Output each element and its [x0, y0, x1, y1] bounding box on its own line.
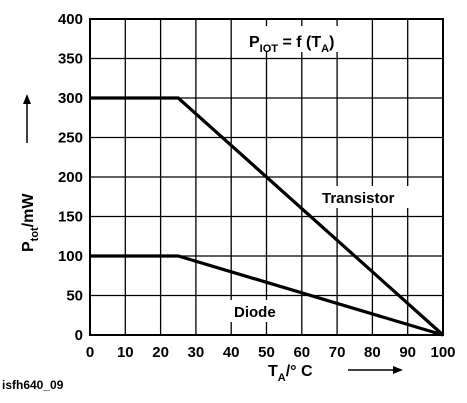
y-tick-label-150: 150 — [58, 209, 83, 226]
x-tick-label-50: 50 — [258, 344, 275, 361]
x-tick-label-80: 80 — [364, 344, 381, 361]
y-tick-label-100: 100 — [58, 248, 83, 265]
data-series — [90, 96, 445, 337]
x-tick-label-30: 30 — [188, 344, 205, 361]
x-tick-labels: 0 10 20 30 40 50 60 70 80 90 100 — [86, 344, 456, 361]
x-tick-label-70: 70 — [329, 344, 346, 361]
x-tick-label-90: 90 — [399, 344, 416, 361]
diode-series-label: Diode — [234, 304, 276, 321]
y-tick-label-400: 400 — [58, 11, 83, 28]
chart-formula: PIOT = f (TA) — [249, 34, 334, 55]
x-tick-label-20: 20 — [152, 344, 169, 361]
y-tick-label-0: 0 — [75, 327, 83, 344]
y-tick-labels: 0 50 100 150 200 250 300 350 400 — [58, 11, 83, 344]
x-tick-label-60: 60 — [293, 344, 310, 361]
x-axis-title: TA/° C — [268, 363, 313, 384]
x-tick-label-100: 100 — [430, 344, 455, 361]
y-tick-label-200: 200 — [58, 169, 83, 186]
y-axis-arrow — [23, 94, 31, 143]
y-tick-label-300: 300 — [58, 90, 83, 107]
x-axis-arrow — [348, 366, 403, 374]
transistor-series-label: Transistor — [322, 190, 395, 207]
transistor-label-background — [318, 186, 410, 208]
x-tick-label-0: 0 — [86, 344, 94, 361]
plot-frame — [89, 18, 444, 336]
figure-id: isfh640_09 — [2, 378, 64, 392]
diode-label-background — [230, 300, 288, 322]
series-line-transistor — [90, 96, 445, 337]
y-axis-title: Ptot/mW — [20, 193, 41, 252]
y-tick-label-250: 250 — [58, 130, 83, 147]
formula-background — [243, 26, 367, 52]
series-line-diode — [90, 254, 444, 337]
y-tick-label-50: 50 — [66, 288, 83, 305]
y-tick-label-350: 350 — [58, 51, 83, 68]
x-tick-label-10: 10 — [117, 344, 134, 361]
x-tick-label-40: 40 — [223, 344, 240, 361]
